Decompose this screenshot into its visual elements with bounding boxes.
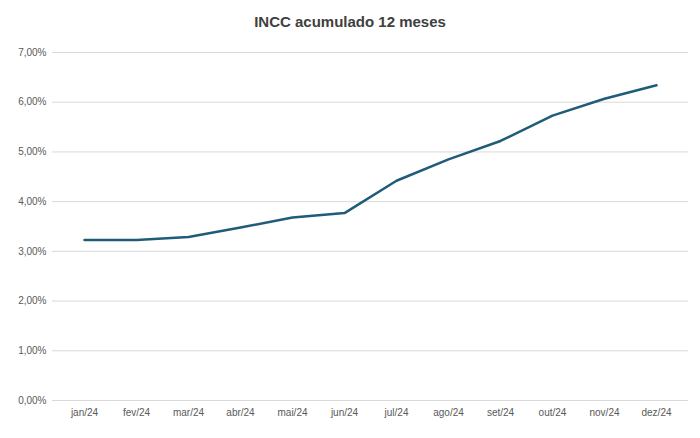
svg-text:fev/24: fev/24 [123,407,151,418]
svg-text:2,00%: 2,00% [18,295,46,306]
svg-text:abr/24: abr/24 [226,407,255,418]
svg-text:set/24: set/24 [487,407,515,418]
svg-text:mai/24: mai/24 [277,407,307,418]
svg-text:jan/24: jan/24 [70,407,99,418]
svg-text:7,00%: 7,00% [18,47,46,58]
svg-text:1,00%: 1,00% [18,345,46,356]
svg-text:jul/24: jul/24 [384,407,409,418]
svg-text:5,00%: 5,00% [18,146,46,157]
svg-text:3,00%: 3,00% [18,246,46,257]
svg-text:6,00%: 6,00% [18,96,46,107]
svg-text:out/24: out/24 [539,407,567,418]
svg-text:nov/24: nov/24 [589,407,619,418]
svg-text:dez/24: dez/24 [641,407,671,418]
svg-text:4,00%: 4,00% [18,196,46,207]
svg-text:0,00%: 0,00% [18,395,46,406]
svg-text:mar/24: mar/24 [173,407,205,418]
svg-text:ago/24: ago/24 [433,407,464,418]
svg-text:jun/24: jun/24 [330,407,359,418]
html-text:INCC acumulado 12 meses: INCC acumulado 12 meses [254,13,446,30]
